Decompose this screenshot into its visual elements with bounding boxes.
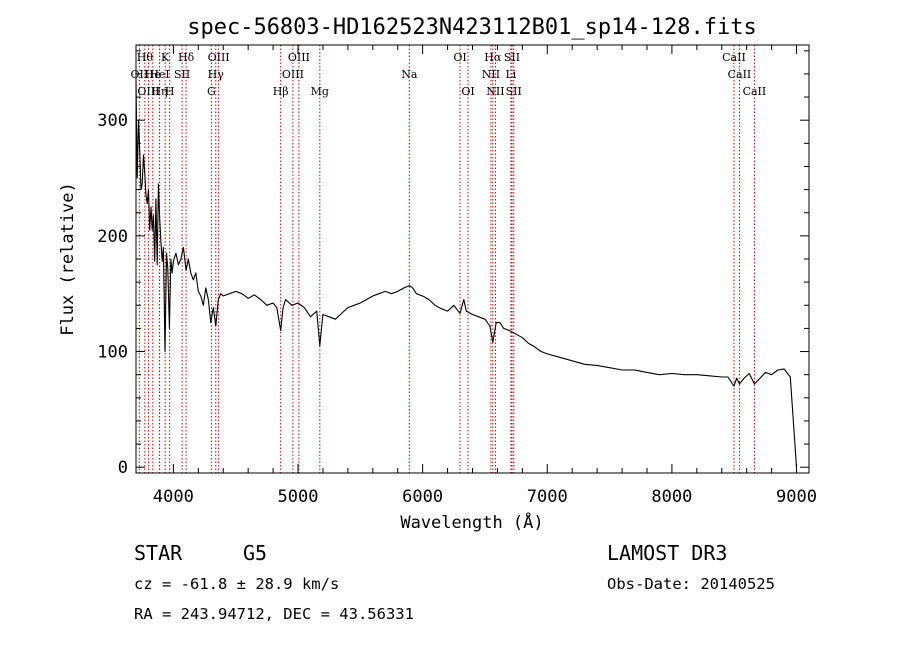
coordinates-readout: RA = 243.94712, DEC = 43.56331 — [134, 605, 414, 623]
line-marker-label: CaII — [728, 68, 752, 81]
line-marker-label: OIII — [282, 68, 304, 81]
line-marker-label: OI — [453, 51, 466, 64]
y-tick-label: 200 — [97, 227, 128, 247]
x-tick-label: 8000 — [651, 487, 692, 507]
line-marker-label: Hγ — [208, 68, 225, 81]
line-marker-label: OIII — [137, 85, 159, 98]
line-marker-label: SII — [174, 68, 190, 81]
line-marker-label: OIII — [288, 51, 310, 64]
plot-frame — [135, 44, 810, 474]
x-tick-label: 6000 — [402, 487, 443, 507]
line-marker-label: CaII — [722, 51, 746, 64]
line-marker-label: SII — [504, 51, 520, 64]
line-marker-label: K — [161, 51, 170, 64]
line-markers — [138, 45, 755, 473]
line-marker-label: H — [165, 85, 175, 98]
object-class: STAR — [134, 541, 183, 565]
line-marker-label: NII — [486, 85, 504, 98]
line-marker-label: OI — [461, 85, 474, 98]
obs-date: Obs-Date: 20140525 — [607, 575, 775, 593]
object-subclass: G5 — [243, 541, 267, 565]
line-marker-labels: OII Hθ OIII He Hη K HeI H SII Hδ OIII Hγ G Hβ OIII OIII… — [131, 51, 767, 98]
y-tick-label: 100 — [97, 343, 128, 363]
chart-title: spec-56803-HD162523N423112B01_sp14-128.f… — [187, 15, 757, 40]
line-marker-label: G — [207, 85, 216, 98]
line-marker-label: Hθ — [137, 51, 154, 64]
x-tick-label: 5000 — [278, 487, 319, 507]
line-marker-label: Na — [401, 68, 418, 81]
survey-name: LAMOST DR3 — [607, 541, 727, 565]
line-marker-label: Hβ — [273, 85, 289, 98]
redshift-readout: cz = -61.8 ± 28.9 km/s — [134, 575, 339, 593]
line-marker-label: OII — [131, 68, 149, 81]
y-tick-label: 0 — [118, 458, 128, 478]
y-axis-label: Flux (relative) — [58, 182, 78, 336]
line-marker-label: Hδ — [178, 51, 195, 64]
flux-series-line — [135, 79, 798, 468]
y-axis-ticks: 0 100 200 300 — [97, 50, 809, 478]
line-marker-label: NII — [482, 68, 500, 81]
line-marker-label: Hη — [151, 85, 167, 98]
line-marker-label: OIII — [208, 51, 230, 64]
x-tick-label: 9000 — [776, 487, 817, 507]
x-axis-ticks: 4000 5000 6000 7000 8000 9000 — [153, 45, 817, 507]
line-marker-label: HeI — [149, 68, 169, 81]
x-tick-label: 7000 — [527, 487, 568, 507]
y-tick-label: 300 — [97, 111, 128, 131]
line-marker-label: Mg — [311, 85, 329, 98]
line-marker-label: Li — [505, 68, 516, 81]
x-axis-label: Wavelength (Å) — [400, 511, 543, 533]
line-marker-label: SII — [506, 85, 522, 98]
x-tick-label: 4000 — [153, 487, 194, 507]
line-marker-label: He — [145, 68, 161, 81]
line-marker-label: Hα — [484, 51, 502, 64]
line-marker-label: CaII — [743, 85, 767, 98]
